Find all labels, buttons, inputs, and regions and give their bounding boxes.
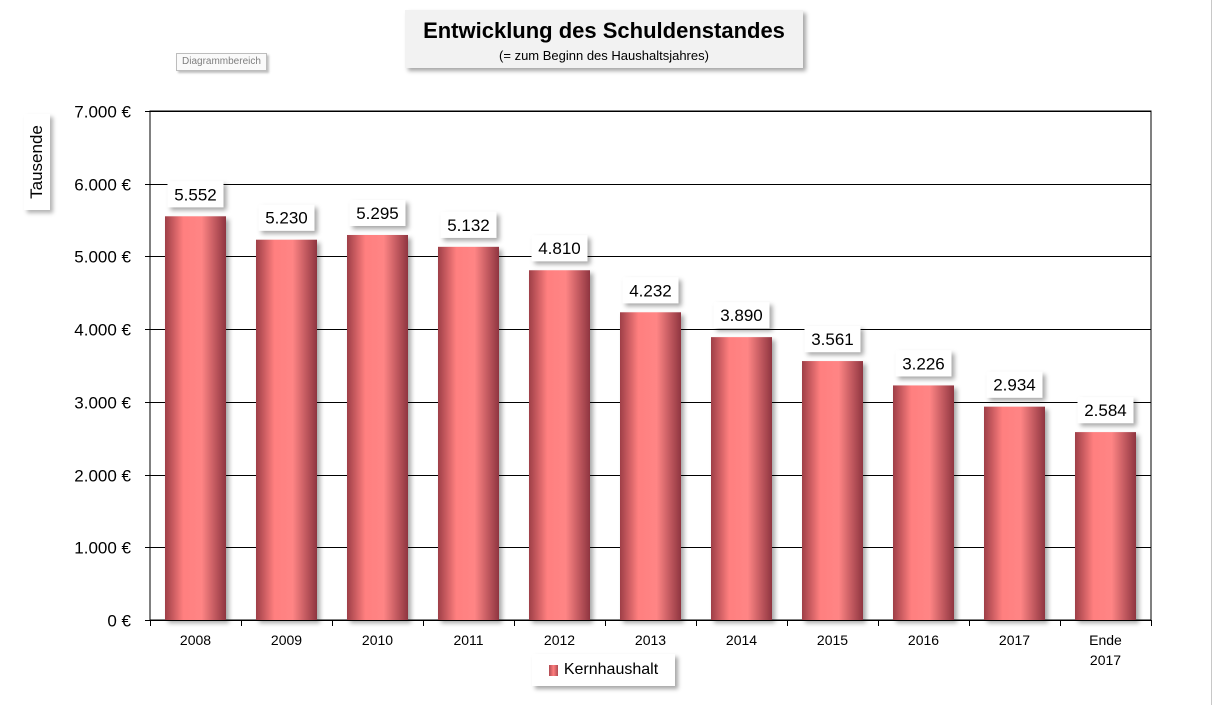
data-label: 2.934 [993, 376, 1036, 395]
data-label: 4.810 [538, 239, 581, 258]
bar [165, 216, 226, 620]
y-tick-labels: 0 € 1.000 € 2.000 € 3.000 € 4.000 € 5.000 € 6.… [74, 103, 131, 631]
y-tick-label: 4.000 € [74, 321, 131, 340]
y-tick-label: 3.000 € [74, 394, 131, 413]
bars [165, 216, 1136, 621]
x-tick-label: 2016 [908, 632, 939, 648]
data-label-box [986, 371, 1043, 398]
y-tick-label: 7.000 € [74, 103, 131, 122]
chart-subtitle: (= zum Beginn des Haushaltsjahres) [499, 48, 709, 63]
x-tick-label: 2015 [817, 632, 848, 648]
data-label-box [258, 204, 315, 231]
x-tick-label: 2013 [635, 632, 666, 648]
data-label: 3.890 [720, 306, 763, 325]
data-label: 5.132 [447, 216, 490, 235]
y-tick-label: 0 € [107, 612, 131, 631]
data-label-box [1077, 397, 1134, 424]
bar [802, 361, 863, 620]
window-edge [1211, 0, 1212, 705]
data-labels: 5.552 5.230 5.295 5.132 4.810 4.232 3.890 3.561… [167, 181, 1134, 424]
data-label-box [167, 181, 224, 208]
x-tick-label: 2014 [726, 632, 757, 648]
y-tick-label: 1.000 € [74, 539, 131, 558]
legend-entry-kernhaushalt: Kernhaushalt [563, 661, 659, 678]
chart-title: Entwicklung des Schuldenstandes [423, 18, 785, 43]
chart-title-box[interactable]: Entwicklung des Schuldenstandes (= zum B… [405, 10, 803, 68]
data-label: 3.226 [902, 354, 945, 373]
y-tick-label: 5.000 € [74, 248, 131, 267]
bar [893, 385, 954, 620]
x-tick-label: 2017 [1090, 652, 1121, 668]
data-label: 4.232 [629, 281, 672, 300]
y-tick-label: 2.000 € [74, 467, 131, 486]
x-tick-label: 2017 [999, 632, 1030, 648]
data-label-box [804, 326, 861, 353]
legend[interactable]: Kernhaushalt [532, 654, 675, 686]
data-label-box [713, 302, 770, 329]
chart-area-tooltip: Diagrammbereich [176, 53, 267, 71]
data-label-box [349, 199, 406, 226]
x-tick-label: 2010 [362, 632, 393, 648]
data-label-box [440, 211, 497, 238]
data-label-box [895, 350, 952, 377]
x-tick-label: 2012 [544, 632, 575, 648]
bar [256, 239, 317, 620]
x-tick-label: 2011 [453, 632, 483, 648]
x-tick-label: 2009 [271, 632, 302, 648]
legend-swatch [548, 664, 558, 676]
data-label: 2.584 [1084, 401, 1127, 420]
data-label: 5.295 [356, 204, 399, 223]
x-tick-labels: 2008 2009 2010 2011 2012 2013 2014 2015 2016 2017… [180, 632, 1122, 668]
x-tick-label: 2008 [180, 632, 211, 648]
bar [620, 312, 681, 620]
data-label-box [531, 235, 588, 262]
bar [347, 234, 408, 621]
bar [711, 337, 772, 620]
data-label: 3.561 [811, 330, 854, 349]
data-label-box [622, 277, 679, 304]
bar [438, 246, 499, 620]
data-label: 5.230 [265, 209, 308, 228]
y-axis-label-box[interactable]: Tausende [24, 114, 50, 210]
x-tick-label: Ende [1089, 632, 1122, 648]
bar [529, 270, 590, 620]
data-label: 5.552 [174, 185, 217, 204]
bar [984, 406, 1045, 620]
y-tick-label: 6.000 € [74, 176, 131, 195]
bar [1075, 432, 1136, 620]
